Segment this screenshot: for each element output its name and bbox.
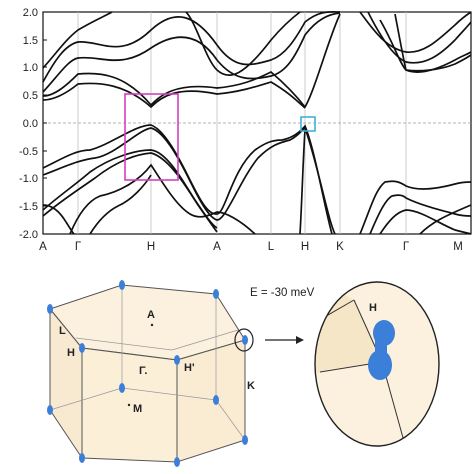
zoom-arrow [265,336,304,344]
bz-back-edge [215,399,246,441]
pocket-bottom-lobe [368,350,392,380]
fermi-pocket [119,383,125,393]
bz-label-gamma: Γ. [139,365,147,377]
band-lower-6 [89,129,306,235]
brillouin-zone-diagram: A L H Γ. H' K M [47,280,255,467]
band-lower-3 [42,149,218,229]
bz-inner-edge [171,329,239,351]
y-tick-label: -1.0 [19,173,38,185]
fermi-pocket [213,289,219,299]
band-lower-1 [42,124,333,235]
bz-label-h: H [67,347,75,359]
fermi-pocket [174,355,180,365]
k-label-a: A [39,241,47,253]
k-label-h: H [147,241,155,253]
band-upper-1 [42,11,472,83]
fermi-pocket [47,405,53,415]
band-structure-panel: 2.0 1.5 1.0 0.5 0.0 -0.5 -1.0 -1.5 -2.0 … [19,7,472,253]
k-label-m: M [453,241,463,253]
y-axis-labels: 2.0 1.5 1.0 0.5 0.0 -0.5 -1.0 -1.5 -2.0 [19,7,38,241]
band-lower-7 [359,180,472,235]
band-lower-8 [369,194,472,235]
k-label-a2: A [213,241,221,253]
pocket-neck [375,336,387,358]
k-label-gamma2: Γ [403,241,410,253]
arrow-head [296,336,304,344]
y-axis-ticks [43,11,47,235]
y-tick-label: 2.0 [23,7,38,19]
bz-back-edge [121,387,217,401]
zoom-label-h: H [369,302,377,314]
band-lines [42,11,472,235]
y-tick-label: -1.5 [19,201,38,213]
band-lower-10 [42,204,75,235]
bz-label-a: A [147,309,155,321]
y-tick-label: 0.5 [23,90,38,102]
fermi-pocket [47,304,53,314]
k-path-labels: A Γ H A L H K Γ M [39,241,463,253]
cyan-highlight-box [300,116,316,132]
zoomed-pocket-view: H [314,281,440,447]
bz-label-m: M [133,403,142,415]
y-tick-label: 1.0 [23,62,38,74]
bz-label-k: K [247,380,255,392]
band-lower-9 [379,204,472,235]
y-tick-label: 0.0 [23,118,38,130]
fermi-pocket [242,335,248,345]
fermi-pocket [242,435,248,445]
band-upper-2 [42,11,472,93]
bz-inner-edge [75,337,173,351]
bz-front-right-face [176,339,246,463]
y-tick-label: -2.0 [19,229,38,241]
band-lower-5 [69,163,256,235]
bz-point-a [150,323,154,327]
bz-fermi-pockets [47,280,248,467]
fermi-pocket [79,343,85,353]
bz-label-h-prime: H' [184,362,195,374]
bz-point-m [127,403,131,407]
magenta-highlight-box [124,93,179,181]
fermi-pocket [213,395,219,405]
k-label-l: L [268,241,275,253]
fermi-pocket [174,457,180,467]
k-label-h2: H [301,241,309,253]
band-upper-4 [42,13,472,109]
k-label-k: K [336,241,344,253]
zoom-ellipse-border [314,281,440,447]
y-tick-label: 1.5 [23,35,38,47]
bz-back-edges [49,285,246,441]
fermi-pocket [79,453,85,463]
band-lower-2 [42,126,336,235]
bz-label-l: L [59,325,66,337]
fermi-pocket [119,280,125,290]
energy-label: E = -30 meV [250,287,315,299]
band-lower-4 [42,152,218,233]
zoomed-fermi-pocket [368,320,395,380]
highlighted-pocket-circle [234,328,254,352]
bz-back-edge [49,387,123,411]
band-upper-5 [42,81,306,109]
k-label-gamma: Γ [75,241,82,253]
band-upper-3 [42,11,472,76]
y-tick-label: -0.5 [19,146,38,158]
